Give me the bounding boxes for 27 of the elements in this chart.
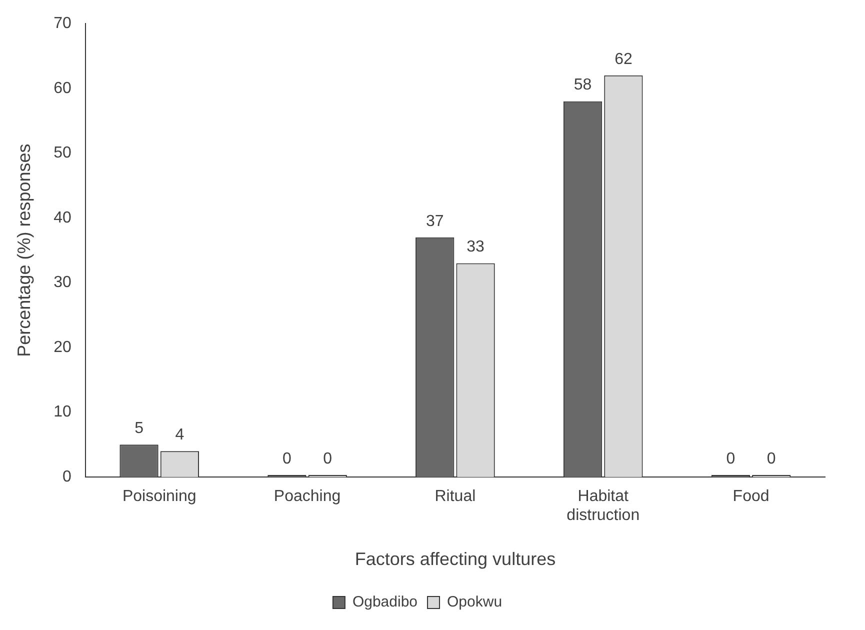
data-label: 0 bbox=[766, 450, 776, 468]
data-label: 0 bbox=[323, 450, 332, 468]
data-label: 33 bbox=[466, 238, 485, 256]
x-tick-label: Ritual bbox=[434, 488, 476, 506]
y-tick-label: 50 bbox=[54, 144, 72, 162]
y-tick-label: 0 bbox=[62, 468, 72, 486]
x-tick-label: Poaching bbox=[274, 488, 341, 506]
data-label: 5 bbox=[134, 420, 144, 438]
legend-label: Ogbadibo bbox=[352, 594, 418, 611]
y-tick-label: 60 bbox=[54, 80, 72, 97]
x-tick-label: Habitat distruction bbox=[566, 488, 640, 524]
x-axis-title: Factors affecting vultures bbox=[354, 549, 556, 570]
x-tick-label: Poisoining bbox=[122, 488, 196, 506]
y-tick-label: 40 bbox=[54, 209, 72, 226]
data-label: 0 bbox=[726, 450, 736, 468]
data-label: 4 bbox=[175, 426, 184, 444]
y-tick-label: 10 bbox=[54, 404, 72, 421]
data-label: 58 bbox=[574, 76, 592, 94]
y-tick-label: 30 bbox=[54, 274, 72, 292]
x-tick-label: Food bbox=[732, 488, 770, 506]
y-tick-label: 20 bbox=[54, 338, 72, 356]
data-label: 0 bbox=[282, 450, 292, 468]
y-tick-label: 70 bbox=[54, 15, 72, 32]
data-label: 37 bbox=[426, 212, 444, 230]
data-label: 62 bbox=[614, 50, 632, 68]
y-axis-title: Percentage (%) responses bbox=[14, 144, 34, 357]
legend-label: Opokwu bbox=[447, 594, 502, 611]
